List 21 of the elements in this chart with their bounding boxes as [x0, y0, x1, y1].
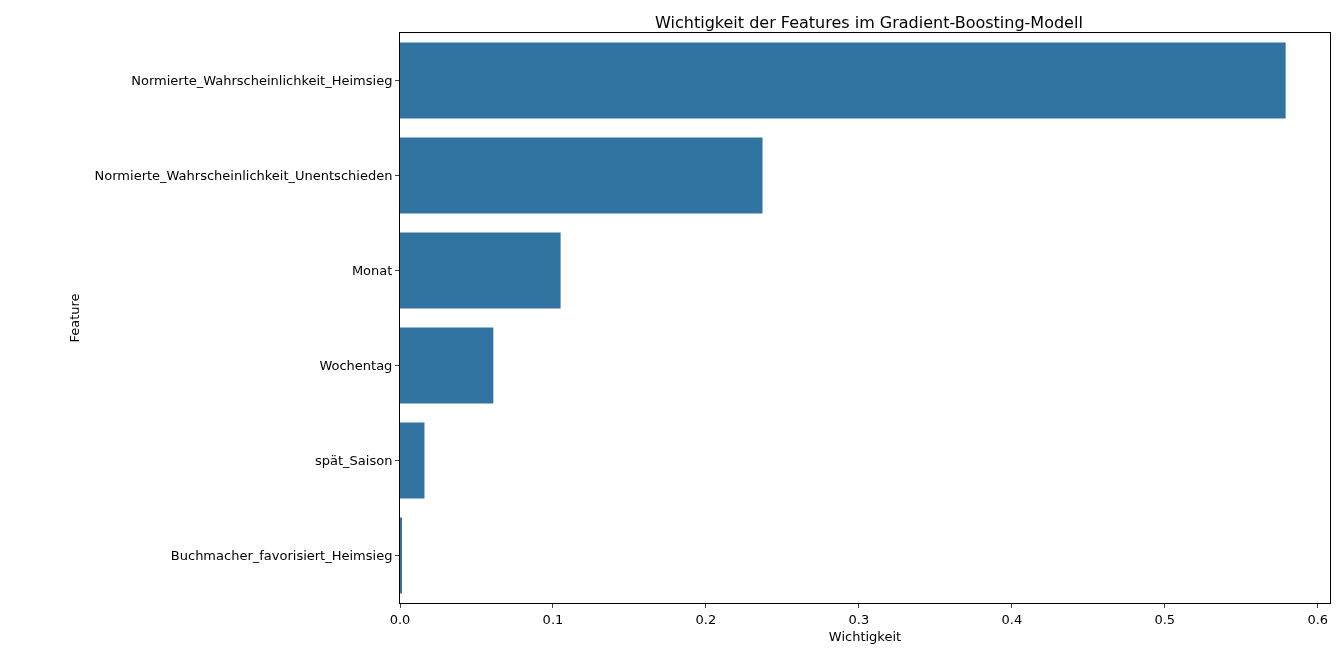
x-tick-label: 0.4 [1001, 611, 1023, 627]
x-tick-label: 0.3 [848, 611, 870, 627]
chart-title: Wichtigkeit der Features im Gradient-Boosting-Modell [655, 12, 1083, 32]
bar [400, 232, 561, 309]
y-tick-label: Monat [351, 263, 393, 279]
y-tick-label: Wochentag [319, 358, 393, 374]
y-tick-label: Buchmacher_favorisiert_Heimsieg [170, 548, 393, 564]
x-tick-label: 0.6 [1307, 611, 1329, 627]
bar [400, 137, 763, 214]
y-tick-label: Normierte_Wahrscheinlichkeit_Unentschieden [94, 168, 393, 184]
x-tick-label: 0.0 [389, 611, 411, 627]
x-tick-label: 0.1 [542, 611, 564, 627]
y-axis-title: Feature [66, 293, 82, 343]
y-tick-label: spät_Saison [315, 453, 393, 469]
x-tick-label: 0.5 [1154, 611, 1176, 627]
bar [400, 422, 425, 499]
bar [400, 42, 1286, 119]
y-tick-label: Normierte_Wahrscheinlichkeit_Heimsieg [131, 73, 393, 89]
x-tick-label: 0.2 [695, 611, 717, 627]
bar [400, 327, 494, 404]
x-axis-title: Wichtigkeit [828, 629, 902, 645]
